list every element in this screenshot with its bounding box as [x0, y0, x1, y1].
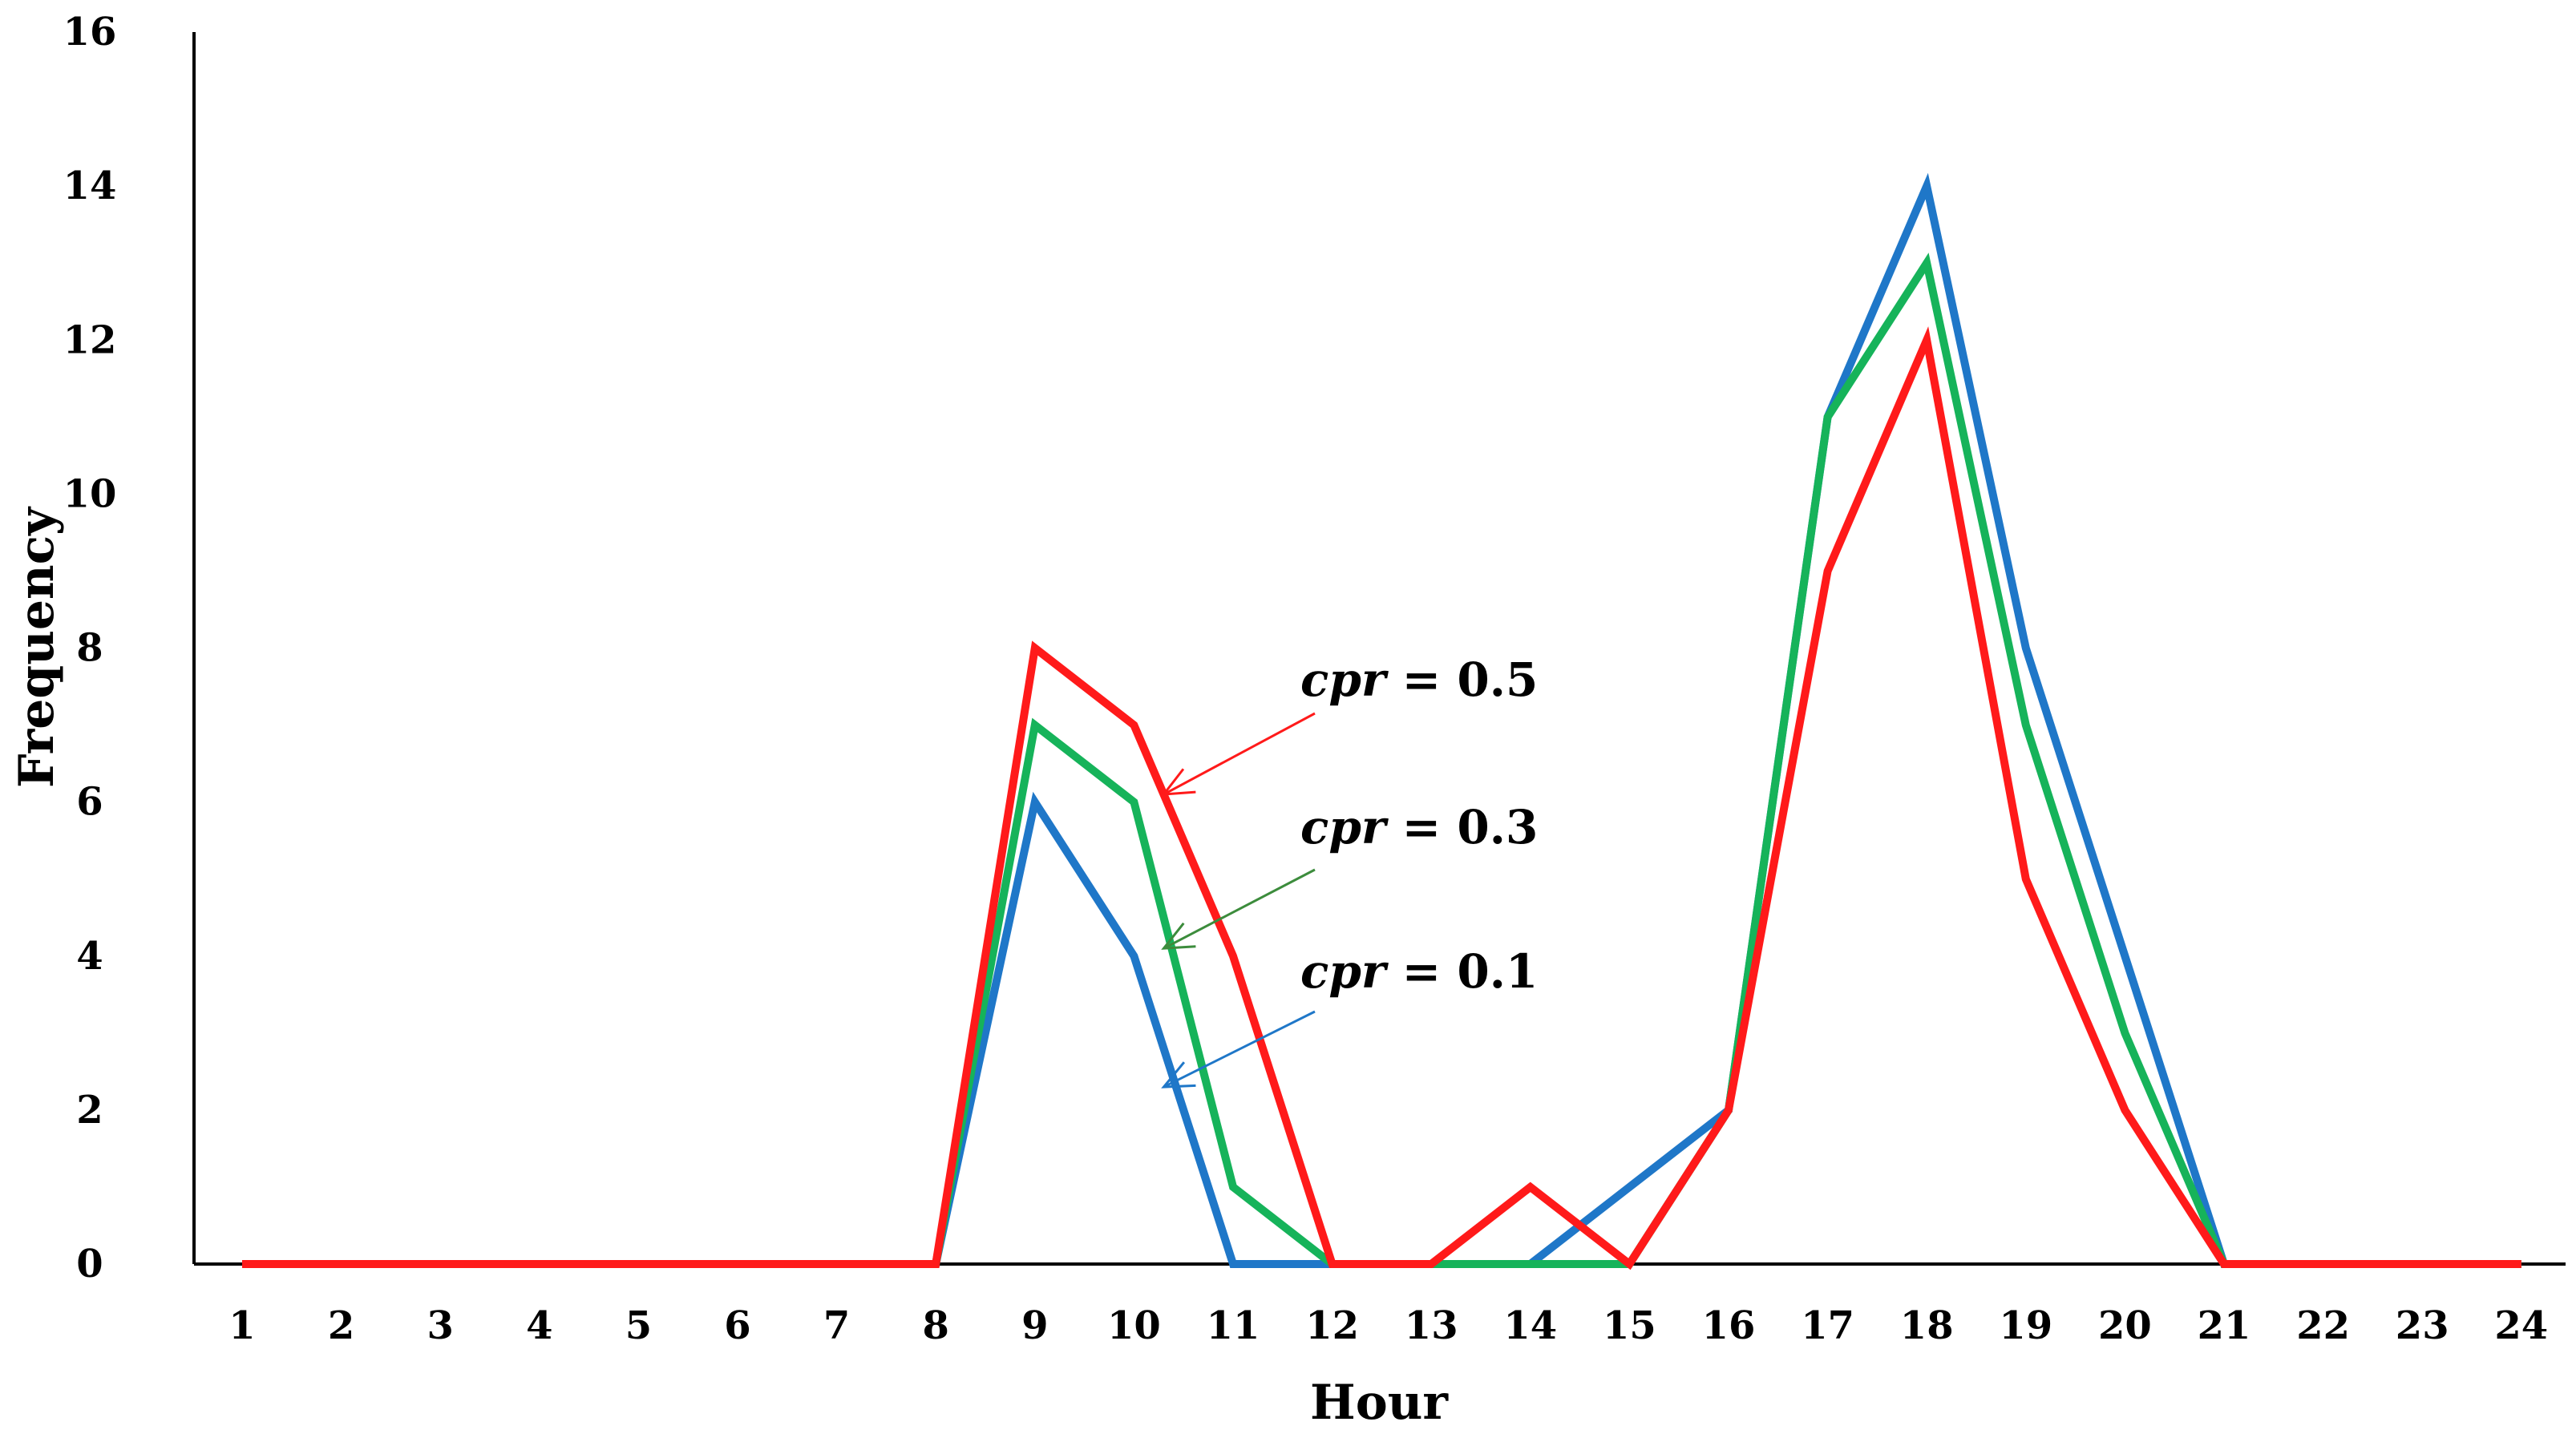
x-tick-label: 5 — [625, 1303, 652, 1348]
y-tick-label: 14 — [63, 164, 117, 208]
y-axis-title: Frequency — [9, 506, 65, 788]
x-tick-label: 12 — [1305, 1303, 1359, 1348]
x-tick-label: 4 — [526, 1303, 552, 1348]
y-tick-label: 10 — [63, 471, 117, 516]
annotation-1: cpr = 0.5 — [1161, 652, 1538, 796]
axes — [192, 32, 2566, 1266]
x-tick-label: 9 — [1021, 1303, 1048, 1348]
annotation-arrow — [1163, 712, 1316, 796]
annotation-2: cpr = 0.3 — [1161, 800, 1538, 950]
x-tick-label: 22 — [2296, 1303, 2350, 1348]
annotation-label: cpr = 0.5 — [1300, 652, 1538, 707]
y-tick-labels: 0 2 4 6 8 10 12 14 16 — [63, 10, 117, 1286]
y-tick-label: 0 — [76, 1242, 103, 1286]
x-tick-labels: 1 2 3 4 5 6 7 8 9 10 11 12 13 14 15 16 17 18 19 20 21 22 23 24 — [228, 1303, 2548, 1348]
annotation-arrowhead — [1161, 922, 1196, 950]
x-tick-label: 21 — [2198, 1303, 2251, 1348]
x-tick-label: 1 — [228, 1303, 255, 1348]
x-tick-label: 19 — [1999, 1303, 2052, 1348]
annotations: cpr = 0.5 cpr = 0.3 cpr = 0.1 — [1161, 652, 1538, 1089]
annotation-arrowhead — [1161, 768, 1196, 796]
series-layer — [242, 172, 2521, 1270]
y-tick-label: 16 — [63, 10, 117, 55]
x-tick-label: 3 — [427, 1303, 453, 1348]
annotation-arrowhead — [1161, 1061, 1196, 1089]
x-tick-label: 6 — [724, 1303, 750, 1348]
annotation-arrow — [1163, 868, 1316, 950]
x-tick-label: 11 — [1207, 1303, 1260, 1348]
x-axis-title: Hour — [1310, 1375, 1449, 1431]
x-tick-label: 23 — [2396, 1303, 2449, 1348]
x-tick-label: 14 — [1503, 1303, 1557, 1348]
annotation-label: cpr = 0.3 — [1300, 800, 1538, 854]
x-tick-label: 10 — [1107, 1303, 1161, 1348]
x-tick-label: 2 — [328, 1303, 354, 1348]
x-tick-label: 20 — [2098, 1303, 2152, 1348]
y-tick-label: 2 — [76, 1088, 103, 1133]
series-line-1 — [242, 172, 2521, 1268]
y-tick-label: 4 — [76, 934, 103, 979]
y-tick-label: 6 — [76, 780, 103, 825]
x-tick-label: 8 — [922, 1303, 948, 1348]
x-tick-label: 24 — [2494, 1303, 2548, 1348]
annotation-arrow — [1163, 1010, 1316, 1089]
x-tick-label: 16 — [1702, 1303, 1756, 1348]
x-tick-label: 13 — [1405, 1303, 1458, 1348]
x-tick-label: 7 — [823, 1303, 850, 1348]
x-tick-label: 17 — [1801, 1303, 1854, 1348]
y-tick-label: 8 — [76, 626, 103, 671]
annotation-3: cpr = 0.1 — [1161, 944, 1538, 1089]
series-line-3 — [242, 326, 2521, 1270]
y-tick-label: 12 — [63, 317, 117, 362]
annotation-label: cpr = 0.1 — [1300, 944, 1538, 999]
x-tick-label: 15 — [1603, 1303, 1656, 1348]
x-tick-label: 18 — [1900, 1303, 1954, 1348]
